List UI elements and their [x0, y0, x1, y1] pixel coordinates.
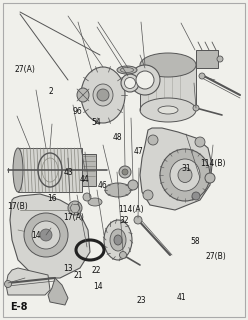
Text: 27(A): 27(A): [14, 65, 35, 74]
Text: 114(B): 114(B): [200, 159, 225, 168]
Circle shape: [143, 190, 153, 200]
Circle shape: [192, 192, 200, 200]
Circle shape: [195, 137, 205, 147]
Circle shape: [199, 73, 205, 79]
Circle shape: [32, 221, 60, 249]
Circle shape: [97, 89, 109, 101]
Circle shape: [24, 213, 68, 257]
Text: 46: 46: [98, 181, 108, 190]
Circle shape: [83, 193, 91, 201]
Ellipse shape: [117, 66, 137, 74]
Text: 32: 32: [119, 216, 129, 225]
Polygon shape: [140, 128, 212, 210]
Circle shape: [120, 252, 126, 259]
Polygon shape: [10, 194, 90, 278]
Polygon shape: [6, 268, 50, 295]
Circle shape: [134, 216, 142, 224]
Text: 96: 96: [72, 107, 82, 116]
Circle shape: [217, 56, 223, 62]
Circle shape: [205, 173, 215, 183]
Ellipse shape: [140, 53, 196, 77]
Ellipse shape: [81, 67, 125, 123]
Text: 48: 48: [112, 133, 122, 142]
Circle shape: [148, 135, 158, 145]
Polygon shape: [48, 278, 68, 305]
Text: 58: 58: [190, 237, 199, 246]
Circle shape: [68, 201, 82, 215]
Bar: [196, 50, 218, 68]
Text: 54: 54: [92, 118, 102, 127]
Circle shape: [4, 281, 11, 287]
Text: 16: 16: [47, 194, 57, 203]
Ellipse shape: [105, 183, 131, 197]
Text: 23: 23: [137, 296, 146, 305]
Text: 21: 21: [73, 271, 83, 280]
Text: 17(A): 17(A): [63, 213, 84, 222]
Text: 44: 44: [79, 175, 89, 184]
Circle shape: [40, 229, 52, 241]
Polygon shape: [140, 65, 196, 110]
Bar: [82, 154, 96, 186]
Text: 114(A): 114(A): [119, 205, 144, 214]
Ellipse shape: [110, 229, 126, 251]
Text: 27(B): 27(B): [205, 252, 226, 260]
Text: 22: 22: [92, 266, 101, 275]
Circle shape: [193, 105, 199, 111]
Ellipse shape: [13, 148, 23, 192]
Ellipse shape: [158, 106, 178, 114]
Ellipse shape: [124, 77, 135, 89]
Ellipse shape: [88, 198, 102, 206]
Polygon shape: [18, 148, 82, 192]
Text: 14: 14: [93, 282, 103, 291]
Text: 31: 31: [181, 164, 191, 173]
Text: 14: 14: [31, 231, 41, 240]
Ellipse shape: [140, 98, 196, 122]
Text: 47: 47: [134, 147, 144, 156]
Circle shape: [122, 169, 128, 175]
Text: 17(B): 17(B): [7, 202, 28, 211]
Text: 13: 13: [63, 264, 73, 273]
Ellipse shape: [130, 65, 160, 95]
Ellipse shape: [170, 159, 200, 191]
Ellipse shape: [136, 71, 154, 89]
Ellipse shape: [178, 167, 192, 182]
Ellipse shape: [114, 235, 122, 245]
Ellipse shape: [160, 149, 210, 201]
Text: E-8: E-8: [10, 302, 27, 312]
Circle shape: [119, 166, 131, 178]
Ellipse shape: [93, 84, 113, 106]
Text: 41: 41: [176, 293, 186, 302]
Text: 2: 2: [48, 87, 53, 96]
Ellipse shape: [77, 88, 89, 102]
Ellipse shape: [104, 220, 132, 260]
Circle shape: [128, 180, 138, 190]
Text: 43: 43: [63, 168, 73, 177]
Ellipse shape: [121, 74, 139, 92]
